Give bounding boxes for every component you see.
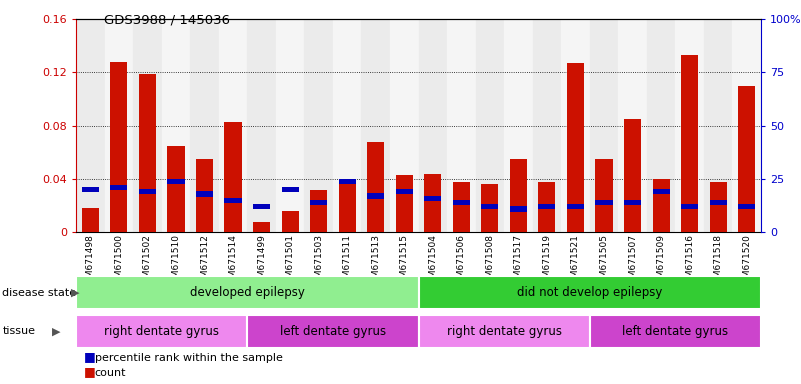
- Bar: [253, 222, 270, 232]
- Bar: [704, 19, 732, 232]
- Bar: [504, 19, 533, 232]
- Bar: [595, 200, 613, 205]
- Bar: [248, 315, 418, 348]
- Bar: [595, 159, 613, 232]
- Bar: [509, 206, 527, 212]
- Bar: [562, 19, 590, 232]
- Bar: [653, 179, 670, 232]
- Bar: [167, 146, 184, 232]
- Bar: [710, 200, 727, 205]
- Text: percentile rank within the sample: percentile rank within the sample: [95, 353, 283, 363]
- Bar: [253, 204, 270, 209]
- Bar: [624, 119, 641, 232]
- Bar: [310, 200, 327, 205]
- Text: ■: ■: [84, 350, 96, 363]
- Bar: [453, 182, 470, 232]
- Bar: [653, 189, 670, 194]
- Bar: [533, 19, 562, 232]
- Text: left dentate gyrus: left dentate gyrus: [622, 325, 728, 338]
- Bar: [361, 19, 390, 232]
- Bar: [111, 62, 127, 232]
- Bar: [339, 179, 356, 232]
- Bar: [567, 63, 584, 232]
- Bar: [447, 19, 476, 232]
- Bar: [618, 19, 646, 232]
- Bar: [76, 315, 248, 348]
- Bar: [453, 200, 470, 205]
- Bar: [224, 122, 242, 232]
- Bar: [139, 74, 156, 232]
- Bar: [418, 315, 590, 348]
- Text: ■: ■: [84, 365, 96, 378]
- Bar: [425, 195, 441, 201]
- Bar: [710, 182, 727, 232]
- Bar: [509, 159, 527, 232]
- Text: right dentate gyrus: right dentate gyrus: [447, 325, 562, 338]
- Bar: [390, 19, 418, 232]
- Text: left dentate gyrus: left dentate gyrus: [280, 325, 386, 338]
- Bar: [538, 182, 555, 232]
- Text: did not develop epilepsy: did not develop epilepsy: [517, 286, 662, 299]
- Bar: [396, 189, 413, 194]
- Bar: [567, 204, 584, 209]
- Bar: [367, 142, 384, 232]
- Bar: [82, 187, 99, 192]
- Bar: [681, 55, 698, 232]
- Bar: [105, 19, 133, 232]
- Bar: [481, 204, 498, 209]
- Bar: [732, 19, 761, 232]
- Bar: [538, 204, 555, 209]
- Bar: [310, 190, 327, 232]
- Bar: [82, 209, 99, 232]
- Bar: [304, 19, 333, 232]
- Bar: [396, 175, 413, 232]
- Bar: [276, 19, 304, 232]
- Bar: [111, 185, 127, 190]
- Bar: [339, 179, 356, 184]
- Bar: [425, 174, 441, 232]
- Bar: [76, 19, 105, 232]
- Bar: [196, 191, 213, 197]
- Bar: [418, 19, 447, 232]
- Bar: [282, 211, 299, 232]
- Bar: [333, 19, 361, 232]
- Bar: [282, 187, 299, 192]
- Bar: [681, 204, 698, 209]
- Bar: [248, 19, 276, 232]
- Bar: [624, 200, 641, 205]
- Bar: [224, 198, 242, 203]
- Text: tissue: tissue: [2, 326, 35, 336]
- Bar: [590, 315, 761, 348]
- Bar: [590, 19, 618, 232]
- Text: developed epilepsy: developed epilepsy: [190, 286, 304, 299]
- Bar: [476, 19, 504, 232]
- Bar: [646, 19, 675, 232]
- Bar: [76, 276, 418, 309]
- Bar: [162, 19, 190, 232]
- Bar: [367, 194, 384, 199]
- Text: GDS3988 / 145036: GDS3988 / 145036: [104, 13, 230, 26]
- Bar: [738, 86, 755, 232]
- Bar: [675, 19, 704, 232]
- Text: ▶: ▶: [70, 288, 79, 298]
- Bar: [139, 189, 156, 194]
- Bar: [133, 19, 162, 232]
- Text: disease state: disease state: [2, 288, 77, 298]
- Bar: [167, 179, 184, 184]
- Text: right dentate gyrus: right dentate gyrus: [104, 325, 219, 338]
- Text: count: count: [95, 368, 126, 378]
- Text: ▶: ▶: [52, 326, 61, 336]
- Bar: [196, 159, 213, 232]
- Bar: [738, 204, 755, 209]
- Bar: [481, 184, 498, 232]
- Bar: [418, 276, 761, 309]
- Bar: [219, 19, 248, 232]
- Bar: [191, 19, 219, 232]
